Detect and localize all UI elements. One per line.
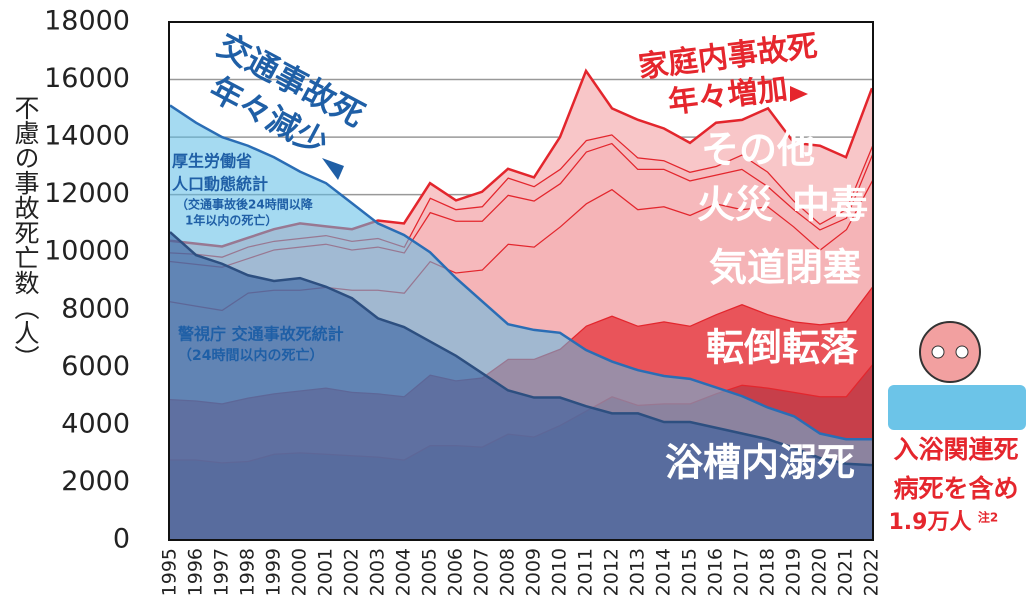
label: 注2 bbox=[978, 510, 998, 525]
y-axis-label: 不慮の事故死亡数（人） bbox=[11, 95, 40, 370]
x-tick-label: 2008 bbox=[497, 548, 519, 596]
label: 警視庁 交通事故死統計 bbox=[177, 325, 344, 344]
label: 火災 bbox=[697, 183, 773, 227]
x-tick-label: 2018 bbox=[757, 548, 779, 596]
x-tick-label: 1996 bbox=[185, 548, 207, 596]
x-tick-label: 2016 bbox=[705, 548, 727, 596]
label: 厚生労働省 bbox=[172, 152, 252, 171]
eye bbox=[931, 345, 945, 359]
line bbox=[169, 231, 873, 467]
label: その他 bbox=[701, 128, 815, 172]
bath-icon bbox=[888, 321, 1026, 430]
line bbox=[169, 104, 872, 441]
x-tick-label: 2014 bbox=[653, 548, 675, 596]
eye bbox=[955, 345, 969, 359]
y-tick-label: 14000 bbox=[44, 121, 130, 152]
x-tick-label: 2006 bbox=[445, 548, 467, 596]
y-tick-label: 8000 bbox=[61, 293, 130, 324]
areas bbox=[169, 68, 874, 541]
x-tick-label: 1999 bbox=[263, 548, 285, 596]
label: 中毒 bbox=[792, 183, 868, 227]
x-tick-label: 2001 bbox=[315, 548, 337, 596]
y-tick-label: 0 bbox=[113, 524, 130, 555]
label: 1年以内の死亡） bbox=[185, 213, 277, 228]
x-tick-label: 2007 bbox=[471, 548, 493, 596]
x-tick-label: 2010 bbox=[549, 548, 571, 596]
y-tick-label: 18000 bbox=[44, 6, 130, 37]
x-tick-label: 1998 bbox=[237, 548, 259, 596]
label: 家庭内事故死 bbox=[636, 29, 819, 86]
x-tick-label: 1997 bbox=[211, 548, 233, 596]
label: 人口動態統計 bbox=[172, 175, 268, 194]
label: （24時間以内の死亡） bbox=[178, 347, 323, 364]
y-tick-label: 16000 bbox=[44, 63, 130, 94]
x-tick-label: 2021 bbox=[835, 548, 857, 596]
label: 転倒転落 bbox=[706, 326, 859, 370]
x-tick-label: 2005 bbox=[419, 548, 441, 596]
y-tick-label: 2000 bbox=[61, 466, 130, 497]
x-tick-label: 2000 bbox=[289, 548, 311, 596]
x-tick-label: 2004 bbox=[393, 548, 415, 596]
x-tick-label: 2002 bbox=[341, 548, 363, 596]
water bbox=[888, 385, 1026, 430]
x-tick-label: 1995 bbox=[159, 548, 181, 596]
y-tick-label: 10000 bbox=[44, 236, 130, 267]
x-tick-label: 2012 bbox=[601, 548, 623, 596]
y-tick-label: 12000 bbox=[44, 178, 130, 209]
area bbox=[170, 232, 872, 541]
x-tick-label: 2015 bbox=[679, 548, 701, 596]
y-tick-label: 4000 bbox=[61, 408, 130, 439]
face bbox=[919, 321, 981, 383]
arrow bbox=[790, 86, 808, 102]
x-tick-label: 2017 bbox=[731, 548, 753, 596]
x-tick-label: 2019 bbox=[783, 548, 805, 596]
y-tick-label: 6000 bbox=[61, 351, 130, 382]
label: 気道閉塞 bbox=[709, 246, 861, 290]
arrow bbox=[322, 158, 344, 180]
label: 浴槽内溺死 bbox=[665, 441, 855, 485]
label: 病死を含め bbox=[893, 474, 1018, 503]
x-tick-label: 2013 bbox=[627, 548, 649, 596]
label: （交通事故後24時間以降 bbox=[176, 197, 314, 212]
plot-frame bbox=[168, 21, 874, 541]
x-tick-label: 2003 bbox=[367, 548, 389, 596]
x-tick-label: 2022 bbox=[861, 548, 883, 596]
x-tick-label: 2020 bbox=[809, 548, 831, 596]
x-tick-label: 2011 bbox=[575, 548, 597, 596]
x-tick-label: 2009 bbox=[523, 548, 545, 596]
label: 入浴関連死 bbox=[893, 435, 1018, 464]
label: 1.9万人 bbox=[889, 510, 972, 535]
